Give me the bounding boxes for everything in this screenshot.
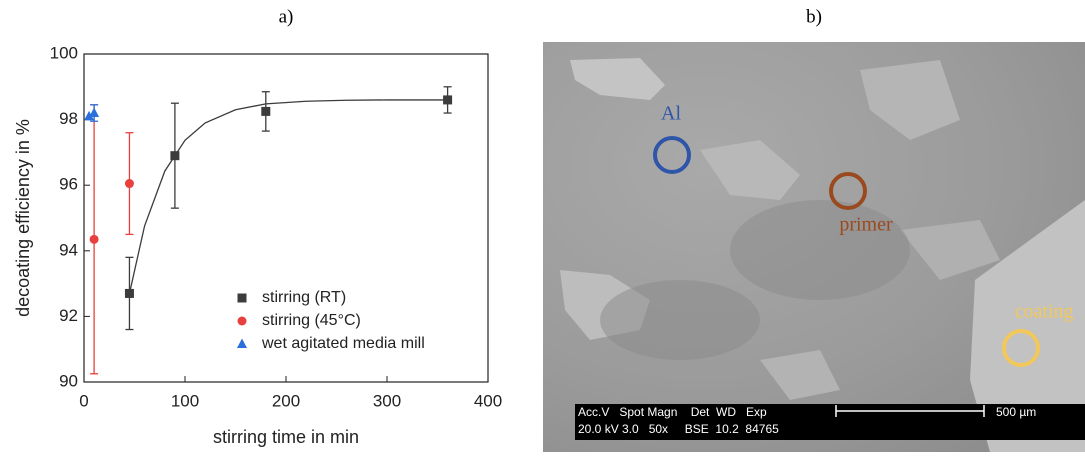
y-tick-label: 96 — [59, 175, 78, 194]
fit-curve — [129, 100, 447, 294]
x-axis-label: stirring time in min — [213, 427, 359, 447]
x-tick-label: 200 — [272, 391, 300, 410]
x-tick-label: 300 — [373, 391, 401, 410]
point — [89, 108, 99, 118]
point — [237, 339, 247, 349]
legend-label: stirring (RT) — [262, 289, 346, 306]
sem-image: Acc.V Spot Magn Det WD Exp 20.0 kV 3.0 5… — [543, 42, 1085, 452]
point — [443, 95, 452, 104]
plot-frame — [84, 54, 488, 382]
y-axis-label: decoating efficiency in % — [13, 119, 33, 317]
point — [90, 235, 99, 244]
annotation-label: Al — [661, 103, 681, 125]
legend-label: wet agitated media mill — [261, 335, 425, 352]
annotation-label: coating — [1015, 301, 1074, 323]
point — [238, 317, 247, 326]
y-tick-label: 94 — [59, 240, 78, 259]
x-tick-label: 100 — [171, 391, 199, 410]
scale-label: 500 µm — [996, 405, 1036, 419]
point — [125, 179, 134, 188]
point — [261, 107, 270, 116]
y-tick-label: 90 — [59, 371, 78, 390]
legend-label: stirring (45°C) — [262, 312, 361, 329]
x-tick-label: 400 — [474, 391, 502, 410]
figure: a) b) stirring time in min decoating eff… — [0, 0, 1085, 452]
y-tick-label: 98 — [59, 109, 78, 128]
y-tick-label: 100 — [50, 43, 78, 62]
panel-label: a) — [279, 6, 294, 27]
sem-texture — [600, 280, 760, 360]
info-header: Acc.V Spot Magn Det WD Exp — [578, 405, 767, 419]
legend-item: wet agitated media mill — [237, 335, 425, 352]
panel-label: b) — [806, 6, 822, 27]
x-tick-label: 0 — [79, 391, 88, 410]
point — [170, 151, 179, 160]
legend-item: stirring (45°C) — [238, 312, 361, 329]
y-tick-label: 92 — [59, 306, 78, 325]
info-values: 20.0 kV 3.0 50x BSE 10.2 84765 — [578, 422, 779, 436]
point — [125, 289, 134, 298]
point — [238, 294, 247, 303]
legend-item: stirring (RT) — [238, 289, 347, 306]
page: {"chart_data": {"type": "scatter", "titl… — [0, 0, 1085, 452]
annotation-label: primer — [839, 214, 893, 236]
